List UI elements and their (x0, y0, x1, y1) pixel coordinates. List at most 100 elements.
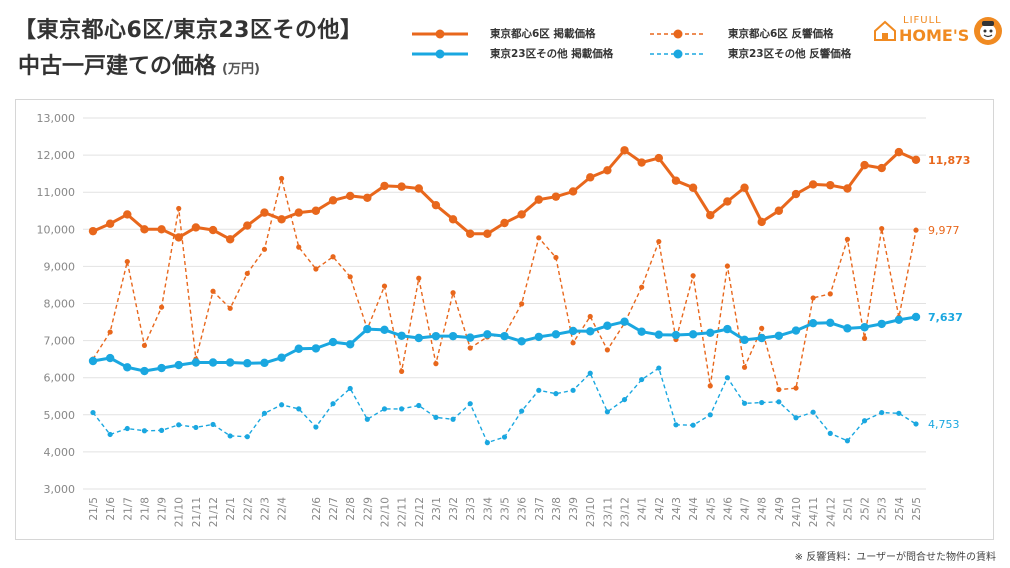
data-point (501, 434, 508, 440)
y-tick-label: 10,000 (37, 223, 76, 236)
data-point (896, 410, 902, 416)
data-point (656, 238, 662, 245)
x-tick-label: 21/5 (88, 497, 100, 521)
end-value-label: 9,977 (928, 224, 960, 237)
data-point (431, 331, 441, 341)
x-tick-label: 25/1 (842, 497, 854, 521)
legend-label: 東京都心6区 反響価格 (728, 28, 834, 40)
data-point (586, 327, 595, 336)
data-point (347, 274, 353, 280)
data-point (466, 229, 475, 238)
data-point (157, 363, 166, 373)
data-point (227, 433, 233, 439)
data-point (621, 396, 628, 403)
data-point (313, 424, 319, 430)
data-point (879, 225, 885, 232)
data-point (894, 315, 904, 325)
x-tick-label: 22/11 (397, 497, 409, 527)
y-tick-label: 4,000 (44, 446, 76, 459)
x-tick-label: 23/1 (431, 497, 443, 521)
data-point (843, 184, 852, 193)
data-point (294, 208, 303, 217)
x-tick-label: 22/1 (225, 497, 237, 521)
data-point (534, 332, 543, 342)
data-point (637, 327, 646, 336)
data-point (759, 399, 765, 406)
data-point (140, 366, 149, 376)
data-point (879, 409, 885, 416)
x-tick-label: 22/7 (328, 497, 340, 521)
data-point (861, 335, 868, 341)
data-point (244, 434, 250, 440)
data-point (620, 146, 629, 155)
data-point (860, 323, 869, 332)
data-point (707, 383, 713, 389)
data-point (210, 421, 216, 428)
data-point (124, 258, 130, 265)
unit-label: (万円) (222, 62, 260, 77)
data-point (911, 312, 921, 322)
data-point (826, 318, 835, 327)
data-point (124, 425, 130, 432)
data-point (450, 416, 456, 422)
data-point (894, 147, 904, 157)
x-tick-label: 21/6 (105, 497, 117, 521)
data-point (587, 370, 593, 376)
data-point (328, 196, 338, 205)
data-point (260, 358, 269, 368)
data-point (724, 263, 730, 269)
data-point (791, 326, 801, 335)
data-point (294, 344, 303, 353)
series-line-1 (92, 177, 917, 391)
data-point (877, 163, 886, 173)
data-point (553, 254, 559, 261)
data-point (450, 290, 456, 296)
data-point (123, 363, 132, 372)
data-point (707, 412, 713, 418)
data-point (414, 333, 423, 343)
y-tick-label: 12,000 (37, 149, 76, 162)
y-tick-label: 11,000 (37, 186, 76, 199)
data-point (793, 385, 799, 391)
x-tick-label: 24/4 (688, 497, 700, 521)
data-point (741, 400, 748, 406)
data-point (311, 344, 321, 353)
x-tick-label: 21/11 (191, 497, 203, 527)
data-point (483, 330, 492, 339)
data-point (774, 331, 784, 340)
end-value-label: 11,873 (928, 154, 970, 167)
data-point (176, 422, 182, 428)
data-point (639, 284, 645, 290)
data-point (210, 288, 216, 294)
data-point (483, 229, 492, 238)
data-point (191, 358, 201, 367)
data-point (587, 313, 593, 320)
data-point (551, 330, 561, 339)
x-tick-label: 24/9 (774, 497, 786, 521)
data-point (484, 440, 490, 446)
data-point (105, 219, 115, 228)
data-point (534, 195, 543, 204)
data-point (399, 368, 405, 374)
data-point (791, 189, 801, 199)
data-point (191, 223, 201, 232)
data-point (913, 421, 919, 427)
legend-label: 東京23区その他 掲載価格 (490, 48, 614, 60)
x-tick-label: 24/1 (637, 497, 649, 521)
data-point (654, 153, 664, 163)
data-point (844, 438, 851, 444)
data-point (363, 324, 372, 334)
legend-swatch (650, 29, 706, 38)
data-point (604, 409, 610, 415)
data-point (793, 415, 799, 421)
x-tick-label: 22/10 (379, 497, 391, 527)
line-chart: 3,000 4,000 5,000 6,000 7,000 8,000 9,000 10,00… (37, 112, 971, 527)
lifull-homes-logo: LIFULL HOME'S (873, 15, 1003, 50)
data-point (673, 422, 679, 428)
data-point (277, 215, 286, 224)
y-tick-label: 7,000 (44, 335, 76, 348)
data-point (603, 166, 612, 175)
data-point (517, 210, 526, 219)
data-point (827, 291, 833, 297)
data-point (107, 329, 113, 335)
